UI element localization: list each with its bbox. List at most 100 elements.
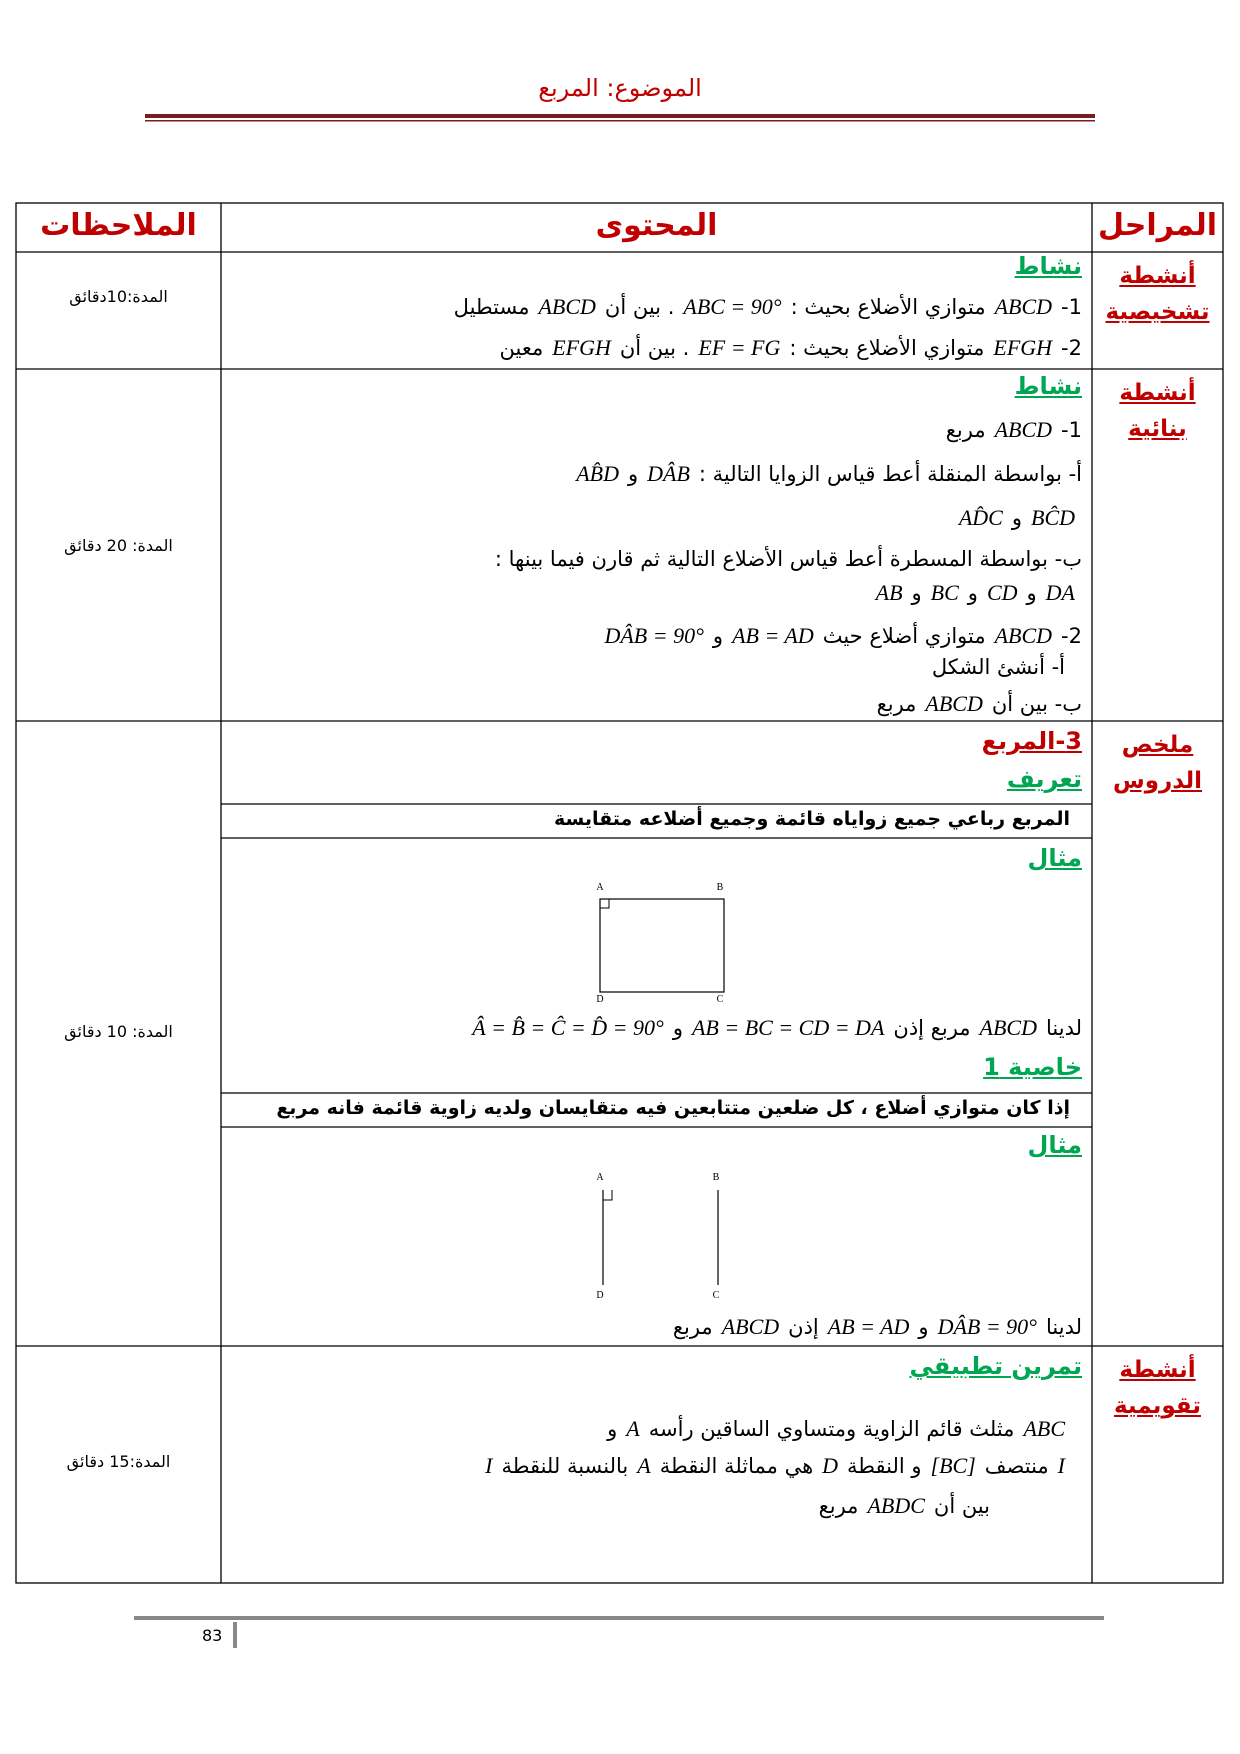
math-expression: I	[485, 1453, 493, 1478]
vertex-label: A	[596, 1172, 604, 1183]
text-segment: و	[628, 462, 639, 486]
content-line: I منتصف [BC] و النقطة D هي مماثلة النقطة A بالن…	[485, 1453, 1065, 1479]
text-segment: إذن	[788, 1315, 819, 1339]
text-segment: . بين أن	[604, 295, 675, 319]
bold-statement: إذا كان متوازي أضلاع ، كل ضلعين متتابعين…	[276, 1097, 1070, 1119]
math-expression: EF = FG	[698, 335, 781, 360]
math-expression: A	[637, 1453, 651, 1478]
text-segment: معين	[499, 336, 544, 360]
content-line: لدينا ABCD مربع إذن AB = BC = CD = DA و Â = B…	[472, 1015, 1082, 1041]
math-expression: DÂB = 90°	[604, 623, 704, 648]
vertex-label: D	[596, 994, 603, 1005]
section-heading: خاصية 1	[983, 1053, 1082, 1081]
table-border	[15, 202, 1224, 1584]
section-heading: نشاط	[1014, 252, 1082, 280]
text-segment: أ- أنشئ الشكل	[931, 655, 1065, 679]
math-expression: ABC = 90°	[683, 294, 782, 319]
text-segment: مربع	[672, 1315, 713, 1339]
right-angle-mark	[603, 1190, 613, 1201]
math-expression: Â = B̂ = Ĉ = D̂ = 90°	[472, 1015, 664, 1040]
text-segment: . بين أن	[619, 336, 690, 360]
text-segment: و	[911, 581, 922, 605]
text-segment: بين أن	[933, 1494, 990, 1518]
text-segment: ب- بين أن	[991, 692, 1082, 716]
math-expression: EFGH	[993, 335, 1053, 360]
duration-note: المدة: 10 دقائق	[64, 1022, 173, 1041]
text-segment: متوازي الأضلاع بحيث :	[790, 295, 986, 319]
content-line: ب- بين أن ABCD مربع	[877, 691, 1082, 717]
text-segment: مستطيل	[453, 295, 530, 319]
content-line: 2- ABCD متوازي أضلاع حيث AB = AD و DÂB = 90°	[604, 623, 1082, 649]
math-expression: DÂB	[647, 461, 690, 486]
content-line: أ- بواسطة المنقلة أعط قياس الزوايا التال…	[576, 461, 1082, 487]
text-segment: و النقطة	[847, 1454, 922, 1478]
footer-rule	[134, 1616, 1104, 1620]
math-expression: DÂB = 90°	[937, 1314, 1037, 1339]
vertex-label: C	[717, 994, 724, 1005]
content-line: 1- ABCD متوازي الأضلاع بحيث : ABC = 90° . بي…	[454, 294, 1082, 320]
header-rule	[145, 120, 1095, 122]
section-heading: تعريف	[1006, 765, 1082, 793]
content-line: 1- ABCD مربع	[946, 417, 1082, 443]
bold-statement: المربع رباعي جميع زواياه قائمة وجميع أضل…	[553, 808, 1070, 830]
math-expression: AB = AD	[732, 623, 814, 648]
text-segment: متوازي أضلاع حيث	[822, 624, 986, 648]
math-expression: EFGH	[552, 335, 611, 360]
content-line: DA و CD و BC و AB	[876, 580, 1075, 606]
text-segment: أ- بواسطة المنقلة أعط قياس الزوايا التال…	[698, 462, 1082, 486]
math-expression: ABCD	[721, 1314, 780, 1339]
text-segment: مربع	[945, 418, 986, 442]
text-segment: و	[712, 624, 724, 648]
text-segment: 2-	[1061, 336, 1082, 360]
text-segment: و	[672, 1016, 683, 1040]
text-segment: ب- بواسطة المسطرة أعط قياس الأضلاع التال…	[494, 547, 1082, 571]
math-expression: DA	[1045, 580, 1075, 605]
text-segment: مثلث قائم الزاوية ومتساوي الساقين رأسه	[648, 1417, 1015, 1441]
phase-label: أنشطة	[1119, 1357, 1196, 1383]
text-segment: 2-	[1061, 624, 1082, 648]
content-line: BĈD و AD̂C	[959, 505, 1075, 531]
math-expression: CD	[986, 580, 1018, 605]
column-header: المحتوى	[595, 208, 718, 243]
text-segment: لدينا	[1045, 1016, 1082, 1040]
phase-label: أنشطة	[1119, 380, 1196, 406]
section-heading: 3-المربع	[981, 727, 1082, 755]
math-expression: AD̂C	[958, 505, 1003, 530]
duration-note: المدة:10دقائق	[69, 287, 168, 306]
content-line: ب- بواسطة المسطرة أعط قياس الأضلاع التال…	[495, 547, 1082, 571]
math-expression: ABDC	[867, 1493, 925, 1518]
text-segment: 1-	[1061, 295, 1082, 319]
math-expression: BĈD	[1031, 505, 1075, 530]
content-line: لدينا DÂB = 90° و AB = AD إذن ABCD مربع	[673, 1314, 1082, 1340]
phase-label: بنائية	[1128, 416, 1187, 442]
duration-note: المدة: 20 دقائق	[64, 536, 173, 555]
vertex-label: B	[713, 1172, 720, 1183]
section-heading: نشاط	[1014, 372, 1082, 400]
column-header: الملاحظات	[40, 208, 197, 243]
content-line: 2- EFGH متوازي الأضلاع بحيث : EF = FG . بين …	[500, 335, 1083, 361]
math-expression: AB	[875, 580, 903, 605]
phase-label: الدروس	[1112, 768, 1203, 794]
math-expression: D	[822, 1453, 839, 1478]
math-expression: [BC]	[930, 1453, 976, 1478]
header-rule	[145, 114, 1095, 118]
math-expression: A	[626, 1416, 640, 1441]
math-expression: ABCD	[538, 294, 596, 319]
text-segment: مربع	[876, 692, 917, 716]
vertex-label: D	[596, 1290, 603, 1301]
text-segment: 1-	[1061, 418, 1082, 442]
content-line: بين أن ABDC مربع	[819, 1493, 990, 1519]
text-segment: و	[607, 1417, 618, 1441]
section-heading: مثال	[1027, 1131, 1083, 1159]
math-expression: AB = BC = CD = DA	[691, 1015, 885, 1040]
math-expression: ABCD	[994, 417, 1053, 442]
footer-bar	[233, 1622, 237, 1648]
text-segment: و	[918, 1315, 929, 1339]
vertex-label: C	[713, 1290, 720, 1301]
text-segment: و	[1026, 581, 1037, 605]
math-expression: ABC	[1023, 1416, 1065, 1441]
phase-label: ملخص	[1121, 732, 1194, 758]
text-segment: متوازي الأضلاع بحيث :	[789, 336, 985, 360]
vertex-label: A	[596, 882, 604, 893]
